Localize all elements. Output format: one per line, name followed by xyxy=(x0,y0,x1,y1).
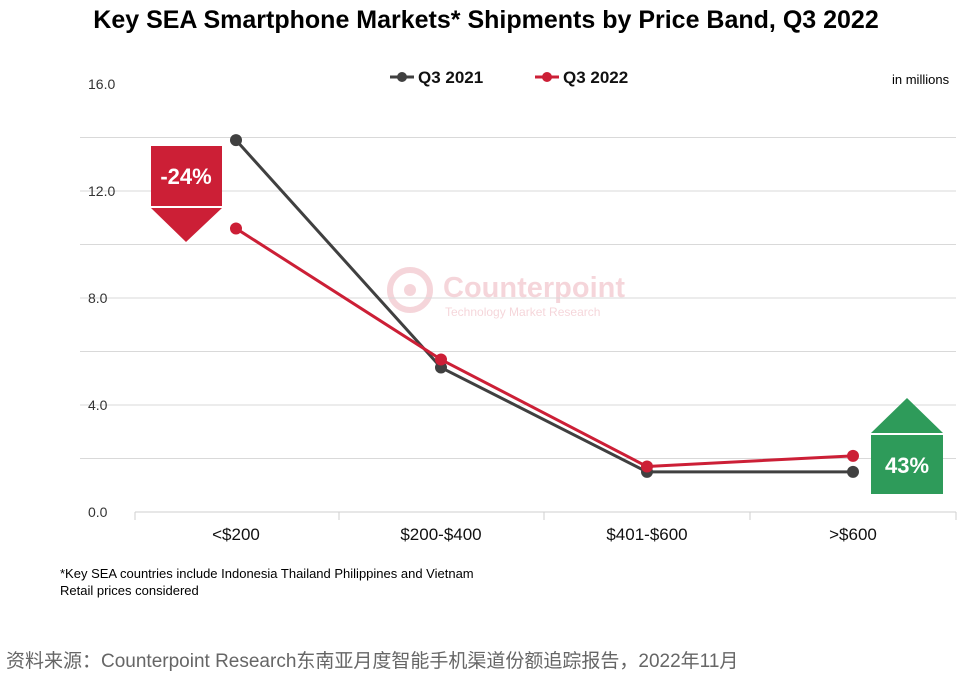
series-line xyxy=(234,139,853,474)
watermark-brand: Counterpoint xyxy=(443,272,625,304)
series-group xyxy=(230,134,859,478)
data-point xyxy=(641,460,653,473)
line-chart: Counterpoint Technology Market Research … xyxy=(80,68,957,544)
legend-marker xyxy=(542,72,552,82)
x-tick-label: <$200 xyxy=(212,525,260,544)
up-arrow-box xyxy=(871,435,943,494)
y-tick-label: 16.0 xyxy=(88,76,115,92)
series-line xyxy=(235,227,854,469)
legend-label: Q3 2021 xyxy=(418,68,483,87)
data-point xyxy=(230,134,242,147)
y-tick-label: 12.0 xyxy=(88,183,115,199)
chart-title: Key SEA Smartphone Markets* Shipments by… xyxy=(93,6,879,34)
annotations: -24% 43% xyxy=(151,146,943,494)
y-axis-ticks: 16.0 12.0 8.0 4.0 0.0 xyxy=(88,76,115,520)
y-tick-label: 4.0 xyxy=(88,397,108,413)
data-point xyxy=(435,353,447,366)
footnote-prices: Retail prices considered xyxy=(60,583,199,598)
x-tick-label: $200-$400 xyxy=(400,525,481,544)
x-tick-label: >$600 xyxy=(829,525,877,544)
watermark-logo: Counterpoint Technology Market Research xyxy=(387,267,625,319)
data-point xyxy=(847,449,859,462)
down-arrow-head xyxy=(151,208,222,242)
grid-lines xyxy=(80,137,957,520)
legend-marker xyxy=(397,72,407,82)
y-tick-label: 0.0 xyxy=(88,504,108,520)
legend-label: Q3 2022 xyxy=(563,68,628,87)
watermark-tagline: Technology Market Research xyxy=(445,305,600,319)
x-axis-ticks: <$200 $200-$400 $401-$600 >$600 xyxy=(212,525,877,544)
up-arrow-head xyxy=(871,398,943,433)
y-tick-label: 8.0 xyxy=(88,290,108,306)
down-arrow-box xyxy=(151,146,222,206)
x-tick-label: $401-$600 xyxy=(606,525,687,544)
footnote-countries: *Key SEA countries include Indonesia Tha… xyxy=(60,566,474,581)
down-arrow-label: -24% xyxy=(160,164,211,189)
unit-note: in millions xyxy=(892,72,950,87)
data-point xyxy=(230,222,242,235)
data-point xyxy=(847,465,859,478)
up-arrow-label: 43% xyxy=(885,453,929,478)
legend: Q3 2021 Q3 2022 xyxy=(390,68,628,87)
source-caption: 资料来源：Counterpoint Research东南亚月度智能手机渠道份额追… xyxy=(6,651,739,672)
